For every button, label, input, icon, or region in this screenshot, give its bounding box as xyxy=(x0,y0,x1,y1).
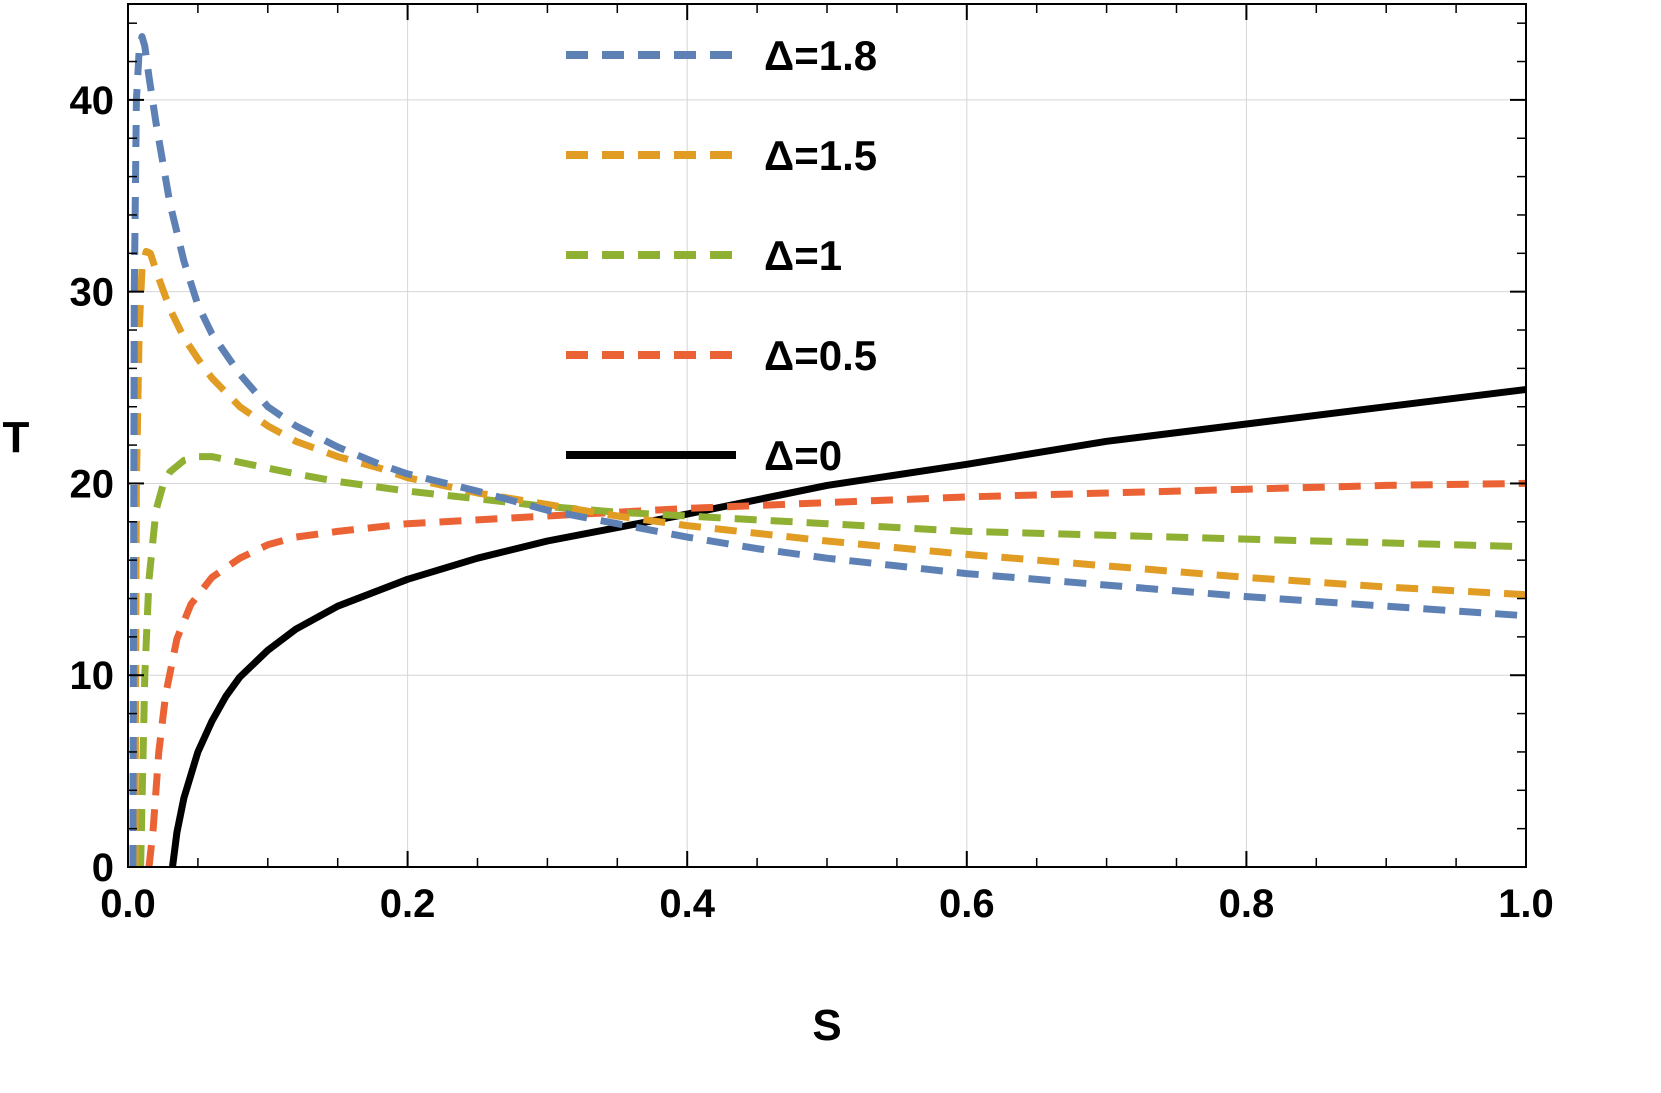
legend-label-1: Δ=1.5 xyxy=(764,132,877,179)
x-tick-label: 0.8 xyxy=(1219,882,1275,926)
legend-label-3: Δ=0.5 xyxy=(764,332,877,379)
plot-series xyxy=(129,33,1527,868)
x-tick-label: 0.2 xyxy=(380,882,436,926)
series-line-0 xyxy=(129,33,1527,868)
legend-label-0: Δ=1.8 xyxy=(764,32,877,79)
x-tick-label: 1.0 xyxy=(1498,882,1554,926)
x-axis-title: S xyxy=(812,1001,841,1050)
y-tick-label: 0 xyxy=(92,846,114,890)
series-line-3 xyxy=(145,479,1527,868)
x-tick-label: 0.6 xyxy=(939,882,995,926)
y-tick-label: 40 xyxy=(70,79,115,123)
series-line-2 xyxy=(137,453,1527,868)
x-tick-label: 0.0 xyxy=(100,882,156,926)
series-line-4 xyxy=(169,386,1527,868)
axis-ticks xyxy=(127,4,1527,868)
legend-label-2: Δ=1 xyxy=(764,232,842,279)
y-tick-label: 20 xyxy=(70,462,115,506)
y-axis-title: T xyxy=(3,413,30,462)
y-tick-label: 30 xyxy=(70,271,115,315)
legend: Δ=1.8 Δ=1.5 Δ=1 Δ=0.5 Δ=0 xyxy=(566,32,877,479)
y-tick-labels: 0 10 20 30 40 xyxy=(70,79,115,890)
series-line-1 xyxy=(131,247,1527,868)
y-tick-label: 10 xyxy=(70,654,115,698)
x-tick-labels: 0.0 0.2 0.4 0.6 0.8 1.0 xyxy=(100,882,1554,926)
x-tick-label: 0.4 xyxy=(659,882,715,926)
legend-label-4: Δ=0 xyxy=(764,432,842,479)
